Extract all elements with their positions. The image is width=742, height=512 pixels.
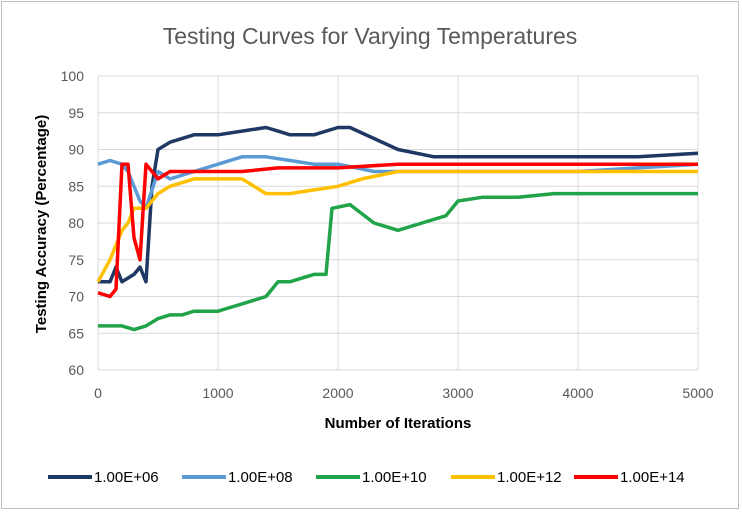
x-tick-label: 0 — [94, 385, 102, 401]
legend: 1.00E+06 1.00E+08 1.00E+10 1.00E+12 1.00E+14 — [48, 469, 685, 486]
legend-label-4: 1.00E+14 — [620, 469, 685, 486]
y-tick-label: 75 — [68, 252, 84, 268]
y-tick-label: 95 — [68, 105, 84, 121]
x-tick-label: 4000 — [562, 385, 593, 401]
legend-label-1: 1.00E+08 — [228, 469, 293, 486]
y-tick-label: 60 — [68, 362, 84, 378]
series-layer — [96, 125, 699, 332]
legend-label-2: 1.00E+10 — [362, 469, 427, 486]
series-line-3 — [96, 169, 698, 283]
grid — [97, 75, 699, 371]
y-tick-label: 100 — [61, 68, 85, 84]
x-tick-label: 1000 — [202, 385, 233, 401]
x-axis-title: Number of Iterations — [325, 415, 472, 432]
y-tick-label: 80 — [68, 215, 84, 231]
chart-title: Testing Curves for Varying Temperatures — [163, 23, 578, 49]
series-line-0 — [98, 125, 699, 284]
series-line-4 — [97, 162, 698, 299]
x-tick-label: 3000 — [442, 385, 473, 401]
x-tick-labels: 0 1000 2000 3000 4000 5000 — [94, 385, 714, 401]
y-tick-labels: 60 65 70 75 80 85 90 95 100 — [61, 68, 85, 378]
y-axis-title: Testing Accuracy (Percentage) — [33, 115, 50, 333]
y-tick-label: 70 — [68, 289, 84, 305]
legend-label-3: 1.00E+12 — [497, 469, 562, 486]
x-tick-label: 5000 — [682, 385, 713, 401]
y-tick-label: 65 — [68, 325, 84, 341]
legend-label-0: 1.00E+06 — [94, 469, 159, 486]
series-line-2 — [98, 191, 698, 332]
x-tick-label: 2000 — [322, 385, 353, 401]
y-tick-label: 85 — [68, 178, 84, 194]
y-tick-label: 90 — [68, 142, 84, 158]
